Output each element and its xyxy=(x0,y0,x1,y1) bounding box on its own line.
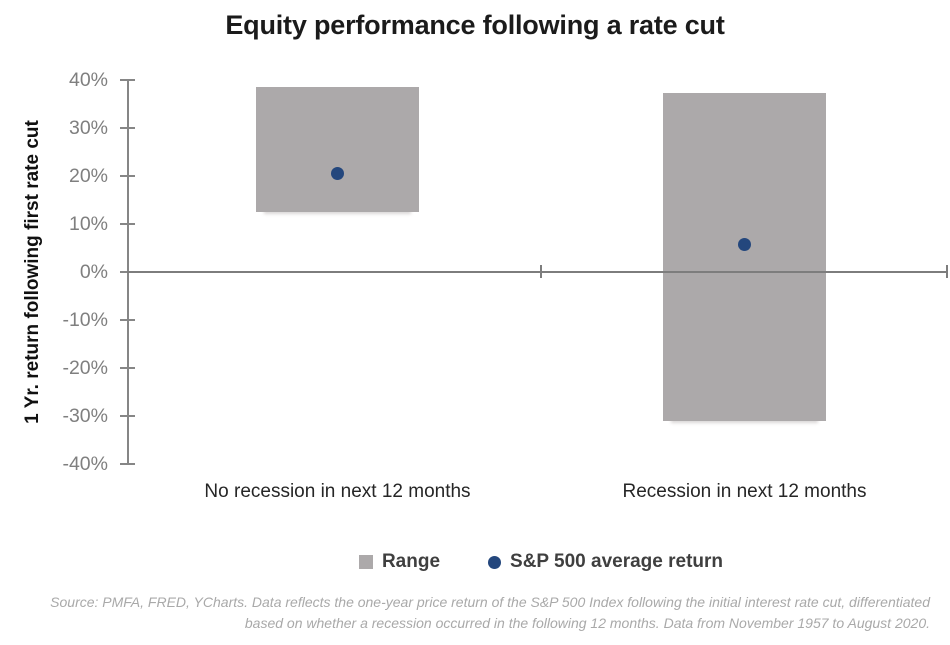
x-axis-tick-mark xyxy=(946,265,948,278)
y-tick-label: 40% xyxy=(68,69,108,91)
legend: Range S&P 500 average return xyxy=(134,551,948,573)
legend-label-range: Range xyxy=(381,551,441,572)
chart-title: Equity performance following a rate cut xyxy=(225,10,725,40)
range-square-icon xyxy=(358,555,373,569)
y-tick-label: 20% xyxy=(68,165,108,187)
y-tick-label: -10% xyxy=(62,309,108,331)
y-tick-label: -40% xyxy=(62,453,108,475)
range-bar xyxy=(256,87,419,212)
category-label-recession: Recession in next 12 months xyxy=(622,481,867,502)
y-tick-mark xyxy=(120,463,135,465)
average-return-dot xyxy=(738,238,751,252)
average-return-dot-icon xyxy=(488,555,502,569)
y-tick-label: 30% xyxy=(68,117,108,139)
average-return-dot xyxy=(331,167,344,181)
y-tick-label: 10% xyxy=(68,213,108,235)
y-tick-label: -30% xyxy=(62,405,108,427)
source-note-line2: based on whether a recession occurred in… xyxy=(244,615,930,631)
category-label-no-recession: No recession in next 12 months xyxy=(204,481,471,502)
legend-item-average: S&P 500 average return xyxy=(488,551,723,573)
x-axis-tick-mark xyxy=(540,265,542,278)
y-tick-label: 0% xyxy=(79,261,108,283)
x-axis-line xyxy=(127,271,948,273)
source-note-line1: Source: PMFA, FRED, YCharts. Data reflec… xyxy=(50,594,930,610)
range-bar xyxy=(663,92,826,421)
legend-label-average: S&P 500 average return xyxy=(510,551,724,572)
legend-item-range: Range xyxy=(358,551,441,573)
source-note: Source: PMFA, FRED, YCharts. Data reflec… xyxy=(20,592,930,634)
y-tick-label: -20% xyxy=(62,357,108,379)
